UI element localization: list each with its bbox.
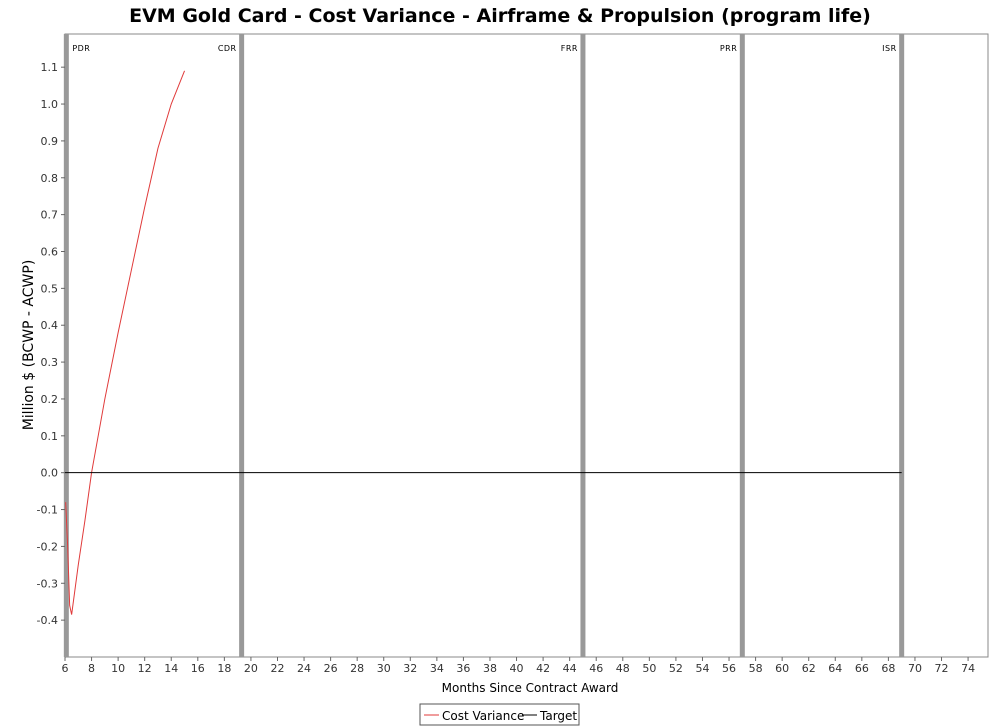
x-tick-label: 44: [563, 662, 577, 675]
x-tick-label: 34: [430, 662, 444, 675]
milestone-bar-isr: [899, 34, 905, 657]
x-tick-label: 48: [616, 662, 630, 675]
milestone-bar-pdr: [63, 34, 69, 657]
y-tick-label: -0.4: [37, 614, 58, 627]
milestone-label-cdr: CDR: [218, 44, 237, 53]
x-tick-label: 20: [244, 662, 258, 675]
legend: Cost Variance Target: [419, 703, 580, 726]
y-tick-label: 1.0: [41, 98, 59, 111]
x-tick-label: 56: [722, 662, 736, 675]
x-tick-label: 8: [88, 662, 95, 675]
legend-label-target: Target: [539, 709, 577, 723]
x-tick-label: 68: [881, 662, 895, 675]
x-tick-label: 28: [350, 662, 364, 675]
milestone-label-pdr: PDR: [72, 44, 90, 53]
x-tick-label: 74: [961, 662, 975, 675]
x-tick-label: 24: [297, 662, 311, 675]
x-tick-label: 40: [510, 662, 524, 675]
x-tick-label: 14: [164, 662, 178, 675]
y-tick-label: -0.3: [37, 577, 58, 590]
y-tick-label: 0.8: [41, 172, 59, 185]
x-tick-label: 66: [855, 662, 869, 675]
series-line-cost-variance: [65, 70, 185, 615]
x-tick-label: 42: [536, 662, 550, 675]
y-tick-label: 1.1: [41, 61, 59, 74]
x-tick-label: 18: [217, 662, 231, 675]
x-tick-label: 38: [483, 662, 497, 675]
y-tick-label: 0.4: [41, 319, 59, 332]
x-tick-label: 12: [138, 662, 152, 675]
x-tick-label: 52: [669, 662, 683, 675]
milestone-bar-prr: [739, 34, 745, 657]
milestone-label-frr: FRR: [561, 44, 578, 53]
y-tick-label: 0.6: [41, 245, 59, 258]
x-tick-label: 6: [62, 662, 69, 675]
plot-area: [64, 33, 989, 658]
y-tick-label: -0.1: [37, 504, 58, 517]
milestone-bar-frr: [580, 34, 586, 657]
legend-box: [419, 703, 580, 726]
y-axis-label: Million $ (BCWP - ACWP): [21, 260, 37, 431]
chart-title: EVM Gold Card - Cost Variance - Airframe…: [129, 5, 871, 27]
milestone-bar-cdr: [239, 34, 245, 657]
x-tick-label: 36: [456, 662, 470, 675]
x-tick-label: 22: [270, 662, 284, 675]
x-tick-label: 30: [377, 662, 391, 675]
x-tick-label: 58: [749, 662, 763, 675]
y-tick-label: 0.7: [41, 209, 59, 222]
milestone-label-prr: PRR: [720, 44, 737, 53]
x-tick-label: 16: [191, 662, 205, 675]
x-tick-label: 60: [775, 662, 789, 675]
milestone-label-isr: ISR: [882, 44, 897, 53]
y-tick-label: 0.0: [41, 467, 59, 480]
x-tick-label: 50: [642, 662, 656, 675]
y-tick-label: 0.9: [41, 135, 59, 148]
x-tick-label: 46: [589, 662, 603, 675]
x-tick-label: 70: [908, 662, 922, 675]
y-tick-label: 0.5: [41, 282, 59, 295]
x-tick-label: 10: [111, 662, 125, 675]
legend-label-cost-variance: Cost Variance: [442, 709, 524, 723]
x-tick-label: 62: [802, 662, 816, 675]
y-tick-label: 0.1: [41, 430, 59, 443]
y-tick-label: 0.3: [41, 356, 59, 369]
x-axis-label: Months Since Contract Award: [442, 681, 619, 695]
y-tick-label: -0.2: [37, 540, 58, 553]
x-tick-label: 54: [695, 662, 709, 675]
x-tick-label: 26: [324, 662, 338, 675]
x-tick-label: 72: [935, 662, 949, 675]
x-tick-label: 64: [828, 662, 842, 675]
y-tick-label: 0.2: [41, 393, 59, 406]
x-tick-label: 32: [403, 662, 417, 675]
